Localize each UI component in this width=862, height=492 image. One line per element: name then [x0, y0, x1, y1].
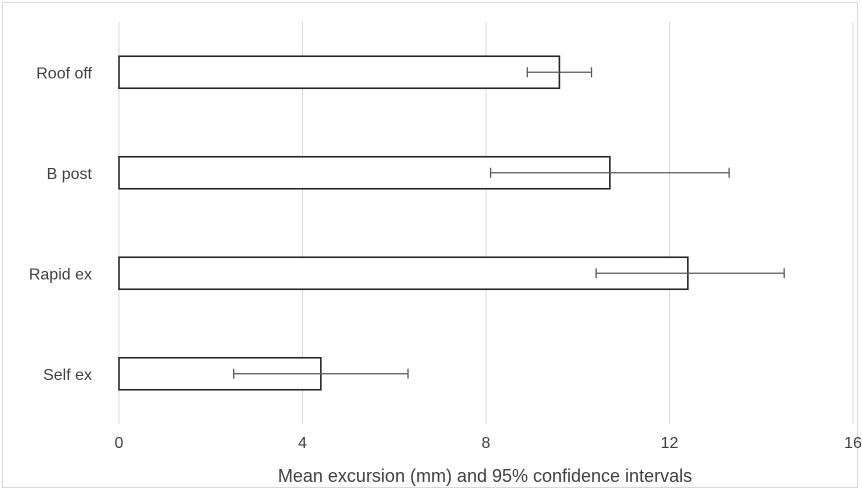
x-tick-labels: 0 4 8 12 16	[115, 435, 862, 452]
error-bar	[526, 67, 593, 78]
bar-roof-off	[118, 55, 561, 90]
category-label: Rapid ex	[29, 266, 92, 283]
x-tick-label: 8	[482, 435, 491, 452]
bars	[118, 55, 689, 391]
category-label: B post	[47, 166, 93, 183]
error-bar	[233, 368, 409, 379]
x-tick-label: 16	[844, 435, 862, 452]
category-label: Self ex	[43, 367, 92, 384]
x-tick-label: 12	[661, 435, 679, 452]
category-label: Roof off	[36, 65, 92, 82]
bar-rapid-ex	[118, 256, 689, 291]
error-bar	[489, 167, 730, 178]
x-axis-title: Mean excursion (mm) and 95% confidence i…	[278, 466, 692, 486]
x-tick-label: 0	[115, 435, 124, 452]
category-labels: Roof off B post Rapid ex Self ex	[29, 65, 93, 384]
x-tick-label: 4	[298, 435, 307, 452]
error-bar	[595, 268, 785, 279]
error-bars	[233, 67, 785, 379]
